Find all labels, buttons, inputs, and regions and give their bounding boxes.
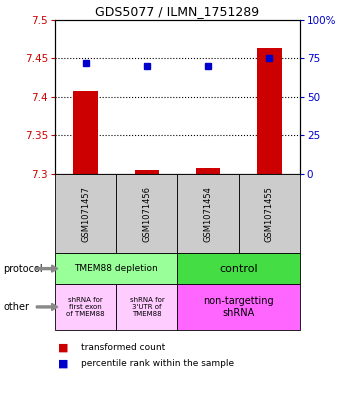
Text: TMEM88 depletion: TMEM88 depletion <box>74 264 158 273</box>
Text: non-targetting
shRNA: non-targetting shRNA <box>203 296 274 318</box>
Text: ■: ■ <box>58 343 69 353</box>
Text: control: control <box>219 264 258 274</box>
Bar <box>73 91 98 174</box>
Text: GSM1071456: GSM1071456 <box>142 185 151 242</box>
Text: GSM1071454: GSM1071454 <box>204 185 212 242</box>
Text: GSM1071457: GSM1071457 <box>81 185 90 242</box>
Text: GSM1071455: GSM1071455 <box>265 185 274 242</box>
Bar <box>257 48 282 174</box>
Text: protocol: protocol <box>3 264 43 274</box>
Text: other: other <box>3 302 29 312</box>
Bar <box>135 170 159 174</box>
Title: GDS5077 / ILMN_1751289: GDS5077 / ILMN_1751289 <box>96 6 259 18</box>
Text: shRNA for
3'UTR of
TMEM88: shRNA for 3'UTR of TMEM88 <box>130 297 164 317</box>
Text: transformed count: transformed count <box>81 343 165 352</box>
Text: percentile rank within the sample: percentile rank within the sample <box>81 359 234 368</box>
Bar <box>196 167 220 174</box>
Text: shRNA for
first exon
of TMEM88: shRNA for first exon of TMEM88 <box>66 297 105 317</box>
Text: ■: ■ <box>58 358 69 369</box>
